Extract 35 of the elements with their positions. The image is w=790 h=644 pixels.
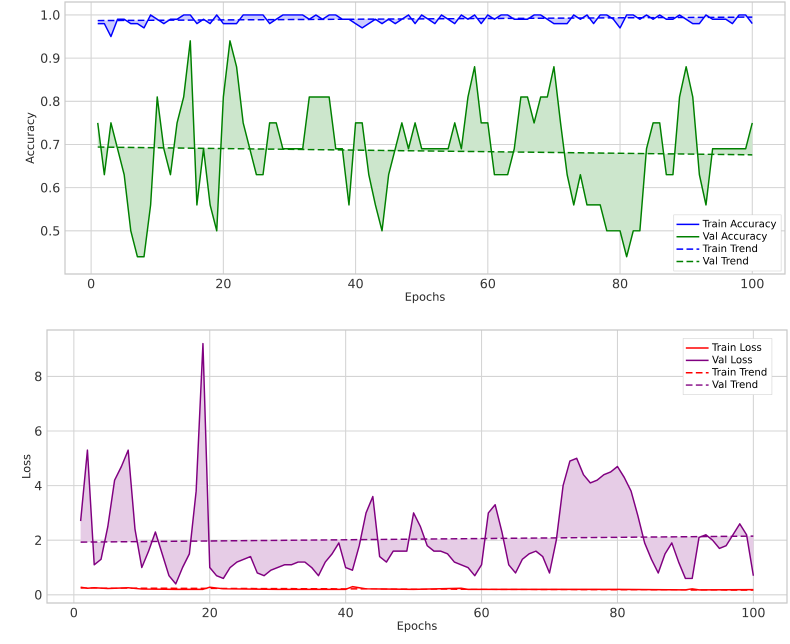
y-axis-title: Accuracy bbox=[26, 112, 36, 164]
y-tick-label: 4 bbox=[34, 480, 42, 490]
x-tick-label: 20 bbox=[216, 278, 231, 288]
x-tick-label: 80 bbox=[610, 608, 625, 618]
x-axis-title: Epochs bbox=[406, 292, 445, 304]
x-tick-label: 100 bbox=[742, 608, 765, 618]
x-tick-label: 0 bbox=[70, 608, 78, 618]
x-tick-label: 0 bbox=[88, 278, 94, 288]
legend-label: Train Trend bbox=[712, 368, 766, 376]
y-tick-label: 0.9 bbox=[40, 53, 60, 63]
y-tick-label: 6 bbox=[35, 426, 42, 436]
y-tick-label: 0 bbox=[35, 590, 42, 600]
x-tick-label: 20 bbox=[202, 608, 217, 618]
x-tick-label: 40 bbox=[348, 278, 363, 288]
legend-label: Val Loss bbox=[712, 356, 752, 364]
legend-label: Val Trend bbox=[702, 256, 748, 264]
legend-label: Val Trend bbox=[712, 380, 758, 388]
legend-label: Train Trend bbox=[702, 244, 758, 252]
legend-label: Train Loss bbox=[712, 343, 762, 351]
x-tick-label: 80 bbox=[612, 278, 628, 288]
x-tick-label: 60 bbox=[480, 278, 496, 288]
y-tick-label: 0.8 bbox=[40, 96, 60, 106]
x-tick-label: 40 bbox=[338, 608, 353, 618]
y-tick-label: 0.6 bbox=[40, 182, 60, 192]
x-tick-label: 100 bbox=[742, 278, 764, 288]
y-axis-title: Loss bbox=[22, 454, 30, 478]
y-tick-label: 0.5 bbox=[40, 226, 60, 236]
x-axis-title: Epochs bbox=[398, 621, 437, 632]
y-tick-label: 8 bbox=[35, 372, 42, 382]
y-tick-label: 2 bbox=[35, 536, 42, 545]
y-tick-label: 1.0 bbox=[42, 10, 60, 20]
x-tick-label: 60 bbox=[474, 608, 489, 618]
legend-label: Val Accuracy bbox=[702, 232, 768, 242]
legend-label: Train Accuracy bbox=[702, 220, 776, 230]
y-tick-label: 0.7 bbox=[40, 140, 60, 150]
